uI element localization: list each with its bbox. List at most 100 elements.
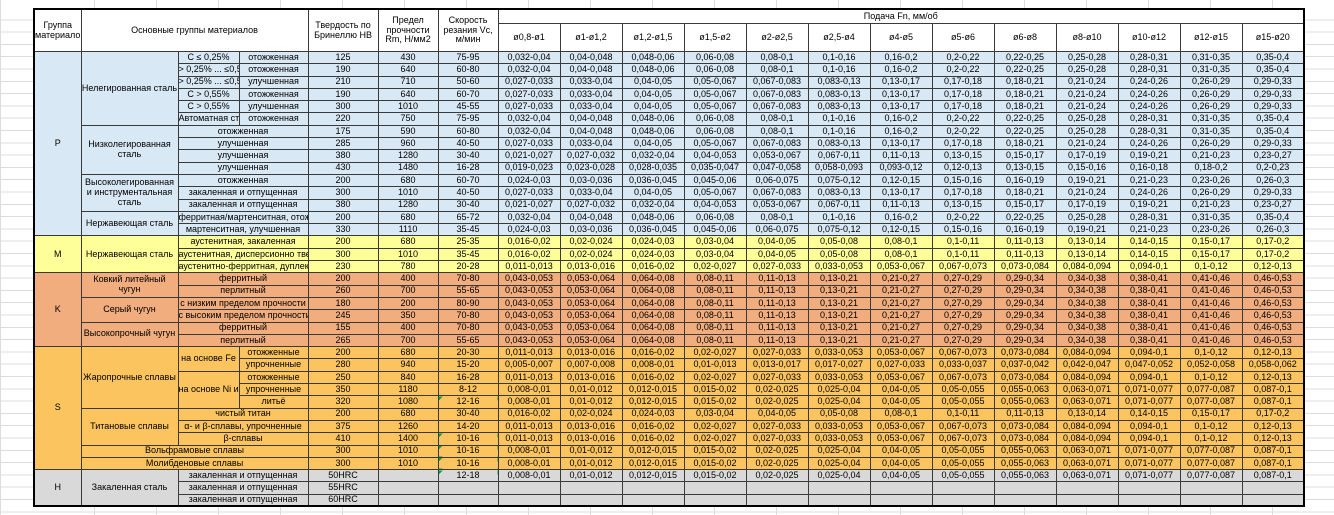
vc-cell[interactable]: 25-35 [437, 235, 499, 249]
material-group-cell[interactable]: Молибденовые сплавы [80, 456, 309, 471]
feed-cell[interactable]: 0,08-0,1 [869, 407, 933, 421]
feed-cell[interactable]: 0,05-0,055 [931, 469, 995, 483]
feed-cell[interactable]: 0,1-0,16 [807, 210, 871, 225]
feed-cell[interactable]: 0,28-0,31 [1117, 112, 1181, 126]
feed-cell[interactable]: 0,13-0,21 [807, 296, 871, 311]
state-cell[interactable]: закаленная и отпущенная [177, 493, 309, 507]
vc-cell[interactable]: 75-95 [437, 112, 499, 126]
feed-cell[interactable]: 0,05-0,055 [931, 444, 995, 458]
feed-cell[interactable]: 0,042-0,047 [1055, 358, 1119, 372]
feed-cell[interactable]: 0,023-0,028 [559, 161, 623, 175]
feed-cell[interactable]: 0,13-0,15 [993, 161, 1057, 175]
feed-cell[interactable]: 0,064-0,08 [621, 321, 685, 335]
feed-cell[interactable]: 0,29-0,33 [1241, 186, 1305, 200]
feed-cell[interactable]: 0,013-0,016 [559, 346, 623, 360]
feed-cell[interactable]: 0,036-0,045 [621, 223, 685, 237]
feed-cell[interactable]: 0,043-0,053 [497, 321, 561, 335]
feed-cell[interactable]: 0,067-0,073 [931, 260, 995, 274]
feed-cell[interactable]: 0,027-0,033 [745, 432, 809, 446]
material-group-cell[interactable]: Титановые сплавы [80, 407, 179, 446]
feed-cell[interactable]: 0,17-0,18 [931, 75, 995, 89]
feed-cell[interactable]: 0,05-0,067 [683, 75, 747, 89]
feed-cell[interactable]: 0,043-0,053 [497, 333, 561, 348]
feed-cell[interactable]: 0,11-0,13 [745, 272, 809, 286]
feed-cell[interactable]: 0,08-0,11 [683, 272, 747, 286]
feed-cell[interactable]: 0,027-0,032 [559, 149, 623, 163]
feed-cell[interactable]: 0,016-0,02 [621, 432, 685, 446]
vc-cell[interactable]: 10-16 [437, 432, 499, 446]
feed-cell[interactable]: 0,08-0,1 [745, 124, 809, 139]
vc-cell[interactable]: 10-16 [437, 444, 499, 458]
hb-cell[interactable]: 50HRC [307, 469, 379, 483]
feed-cell[interactable]: 0,067-0,083 [745, 137, 809, 151]
feed-cell[interactable] [621, 481, 685, 495]
feed-cell[interactable]: 0,13-0,21 [807, 272, 871, 286]
feed-cell[interactable]: 0,05-0,067 [683, 137, 747, 151]
feed-cell[interactable]: 0,01-0,012 [559, 383, 623, 397]
feed-cell[interactable]: 0,34-0,38 [1055, 309, 1119, 323]
feed-cell[interactable]: 0,29-0,34 [993, 296, 1057, 311]
hb-cell[interactable]: 60HRC [307, 493, 379, 507]
feed-cell[interactable]: 0,015-0,02 [683, 383, 747, 397]
feed-cell[interactable]: 0,13-0,14 [1055, 235, 1119, 249]
feed-cell[interactable]: 0,12-0,15 [869, 223, 933, 237]
hb-cell[interactable]: 190 [307, 63, 379, 77]
feed-cell[interactable]: 0,26-0,3 [1241, 173, 1305, 188]
feed-cell[interactable]: 0,015-0,02 [683, 395, 747, 409]
rm-cell[interactable] [377, 481, 439, 495]
feed-cell[interactable]: 0,14-0,15 [1117, 247, 1181, 262]
rm-cell[interactable]: 1080 [377, 395, 439, 409]
feed-cell[interactable]: 0,06-0,075 [745, 223, 809, 237]
feed-cell[interactable]: 0,1-0,11 [931, 407, 995, 421]
feed-cell[interactable]: 0,048-0,06 [621, 112, 685, 126]
feed-cell[interactable]: 0,04-0,05 [621, 186, 685, 200]
state-cell[interactable]: отожженная [238, 112, 309, 126]
hb-cell[interactable]: 210 [307, 75, 379, 89]
feed-cell[interactable]: 0,21-0,24 [1055, 100, 1119, 114]
feed-cell[interactable]: 0,34-0,38 [1055, 272, 1119, 286]
group-cell-K[interactable]: K [33, 272, 82, 348]
feed-cell[interactable]: 0,064-0,08 [621, 296, 685, 311]
state-cell[interactable]: перлитный [177, 284, 309, 298]
feed-cell[interactable]: 0,04-0,05 [745, 247, 809, 262]
feed-cell[interactable] [1117, 493, 1181, 507]
feed-cell[interactable]: 0,024-0,03 [621, 407, 685, 421]
feed-cell[interactable]: 0,013-0,016 [559, 370, 623, 385]
state-cell[interactable]: перлитный [177, 333, 309, 348]
header-diameter-col[interactable]: ø10-ø12 [1117, 23, 1181, 52]
feed-cell[interactable]: 0,011-0,013 [497, 370, 561, 385]
feed-cell[interactable]: 0,087-0,1 [1241, 383, 1305, 397]
feed-cell[interactable]: 0,075-0,12 [807, 223, 871, 237]
feed-cell[interactable]: 0,087-0,1 [1241, 395, 1305, 409]
feed-cell[interactable]: 0,058-0,062 [1241, 358, 1305, 372]
feed-cell[interactable]: 0,02-0,027 [683, 260, 747, 274]
state-cell[interactable]: отожженные [238, 346, 309, 360]
feed-cell[interactable] [683, 493, 747, 507]
feed-cell[interactable]: 0,35-0,4 [1241, 50, 1305, 65]
feed-cell[interactable]: 0,11-0,13 [869, 198, 933, 212]
feed-cell[interactable]: 0,027-0,033 [497, 137, 561, 151]
rm-cell[interactable]: 350 [377, 309, 439, 323]
feed-cell[interactable]: 0,1-0,16 [807, 50, 871, 65]
hb-cell[interactable]: 155 [307, 321, 379, 335]
feed-cell[interactable] [993, 481, 1057, 495]
feed-cell[interactable] [993, 493, 1057, 507]
feed-cell[interactable]: 0,016-0,02 [621, 419, 685, 434]
feed-cell[interactable]: 0,083-0,13 [807, 87, 871, 102]
feed-cell[interactable]: 0,024-0,03 [497, 173, 561, 188]
feed-cell[interactable]: 0,063-0,071 [1055, 444, 1119, 458]
hb-cell[interactable]: 300 [307, 444, 379, 458]
feed-cell[interactable]: 0,005-0,007 [497, 358, 561, 372]
feed-cell[interactable]: 0,073-0,084 [993, 432, 1057, 446]
feed-cell[interactable]: 0,053-0,067 [745, 149, 809, 163]
feed-cell[interactable]: 0,015-0,02 [683, 456, 747, 471]
feed-cell[interactable]: 0,16-0,2 [869, 63, 933, 77]
feed-cell[interactable]: 0,04-0,05 [621, 137, 685, 151]
vc-cell[interactable]: 10-16 [437, 456, 499, 471]
feed-cell[interactable]: 0,027-0,033 [497, 75, 561, 89]
feed-cell[interactable]: 0,064-0,08 [621, 284, 685, 298]
feed-cell[interactable]: 0,25-0,28 [1055, 124, 1119, 139]
feed-cell[interactable]: 0,13-0,17 [869, 100, 933, 114]
rm-cell[interactable]: 1180 [377, 383, 439, 397]
feed-cell[interactable]: 0,087-0,1 [1241, 444, 1305, 458]
